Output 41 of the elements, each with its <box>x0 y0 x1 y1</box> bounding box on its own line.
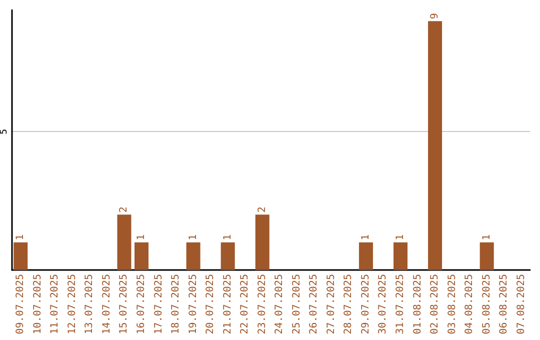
x-tick-label: 26.07.2025 <box>308 274 320 334</box>
x-tick-label: 12.07.2025 <box>66 274 78 334</box>
data-label: 1 <box>222 234 234 240</box>
x-tick-label: 18.07.2025 <box>170 274 182 334</box>
x-tick-label: 09.07.2025 <box>15 274 26 334</box>
x-tick-label: 03.08.2025 <box>446 274 458 334</box>
data-label: 1 <box>481 234 492 240</box>
x-tick-label: 01.08.2025 <box>412 274 424 334</box>
x-tick-label: 21.07.2025 <box>222 274 234 334</box>
data-label: 1 <box>395 234 406 240</box>
data-label: 1 <box>360 234 372 240</box>
x-tick-label: 16.07.2025 <box>136 274 147 334</box>
data-label: 1 <box>136 234 147 240</box>
data-label: 1 <box>15 234 26 240</box>
x-tick-label: 22.07.2025 <box>240 274 251 334</box>
x-tick-label: 27.07.2025 <box>326 274 337 334</box>
x-tick-label: 30.07.2025 <box>378 274 389 334</box>
x-tick-label: 15.07.2025 <box>118 274 130 334</box>
x-tick-label: 29.07.2025 <box>360 274 372 334</box>
x-tick-label: 02.08.2025 <box>430 274 441 334</box>
data-label: 2 <box>256 206 268 213</box>
x-tick-label: 23.07.2025 <box>256 274 268 334</box>
x-tick-label: 24.07.2025 <box>274 274 286 334</box>
x-tick-label: 11.07.2025 <box>50 274 61 334</box>
x-tick-label: 05.08.2025 <box>481 274 492 334</box>
x-tick-label: 17.07.2025 <box>153 274 164 334</box>
x-tick-label: 07.08.2025 <box>516 274 527 334</box>
data-label: 9 <box>430 13 441 20</box>
x-tick-label: 20.07.2025 <box>205 274 216 334</box>
x-tick-label: 10.07.2025 <box>32 274 44 334</box>
data-label: 2 <box>118 206 130 213</box>
x-tick-label: 06.08.2025 <box>498 274 510 334</box>
x-tick-label: 25.07.2025 <box>291 274 302 334</box>
x-tick-label: 14.07.2025 <box>101 274 112 334</box>
x-tick-label: 04.08.2025 <box>464 274 476 334</box>
x-tick-label: 19.07.2025 <box>188 274 199 334</box>
data-label: 1 <box>188 234 199 240</box>
y-tick-label: 5 <box>0 128 10 134</box>
x-tick-label: 13.07.2025 <box>84 274 96 334</box>
x-tick-label: 31.07.2025 <box>395 274 406 334</box>
x-tick-label: 28.07.2025 <box>343 274 354 334</box>
